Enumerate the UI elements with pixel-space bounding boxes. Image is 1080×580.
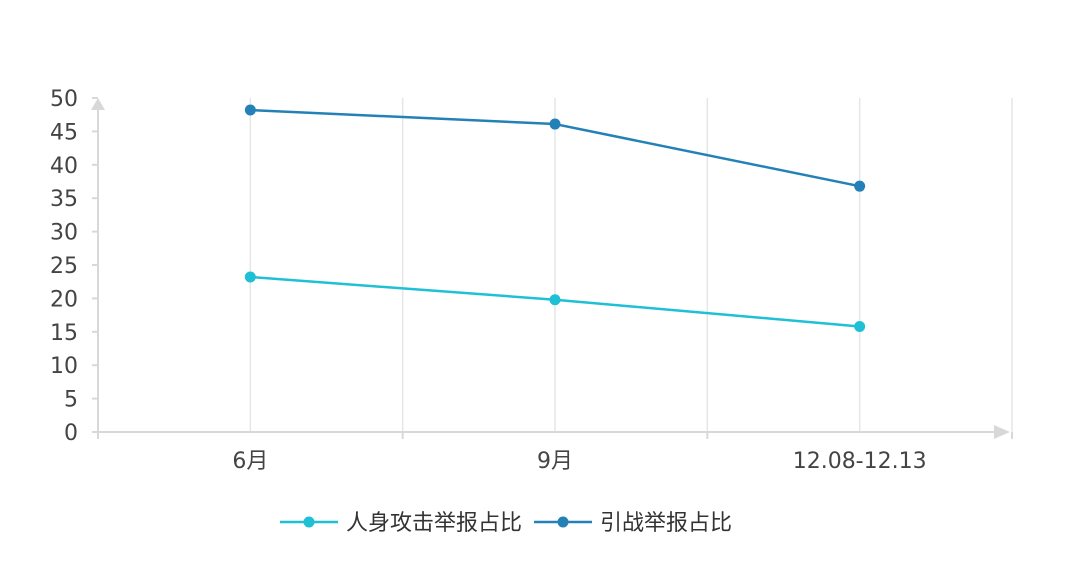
y-tick-label: 5: [64, 388, 78, 413]
y-tick-label: 45: [50, 120, 78, 145]
x-tick-label: 12.08-12.13: [793, 449, 927, 474]
y-tick-label: 40: [50, 154, 78, 179]
y-tick-label: 20: [50, 287, 78, 312]
y-tick-label: 25: [50, 254, 78, 279]
y-tick-label: 50: [50, 87, 78, 112]
y-tick-label: 10: [50, 354, 78, 379]
data-point: [244, 104, 256, 116]
y-tick-label: 30: [50, 221, 78, 246]
x-tick-label: 6月: [232, 449, 268, 474]
axes: 0 5 10 15 20 25 30 35 40 45 50 6月 9月 12.08-12.13: [50, 87, 1013, 474]
data-point: [244, 271, 256, 283]
x-axis-arrow: [994, 425, 1010, 439]
y-tick-label: 35: [50, 187, 78, 212]
y-tick-label: 0: [64, 421, 78, 446]
data-point: [854, 320, 866, 332]
data-point: [854, 180, 866, 192]
legend-item-2[interactable]: 引战举报占比: [534, 511, 732, 536]
y-tick-label: 15: [50, 321, 78, 346]
legend[interactable]: 人身攻击举报占比 引战举报占比: [280, 511, 732, 536]
data-point: [549, 118, 561, 130]
x-tick-label: 9月: [537, 449, 573, 474]
legend-item-1[interactable]: 人身攻击举报占比: [280, 511, 522, 536]
data-point: [549, 294, 561, 306]
series-layer: [244, 104, 866, 332]
series-1: [244, 271, 866, 332]
y-axis-arrow: [91, 98, 105, 110]
legend-label: 引战举报占比: [600, 511, 732, 536]
series-2: [244, 104, 866, 192]
legend-dot-marker: [303, 516, 315, 528]
legend-label: 人身攻击举报占比: [346, 511, 522, 536]
grid-layer: [249, 98, 1013, 432]
legend-dot-marker: [557, 516, 569, 528]
